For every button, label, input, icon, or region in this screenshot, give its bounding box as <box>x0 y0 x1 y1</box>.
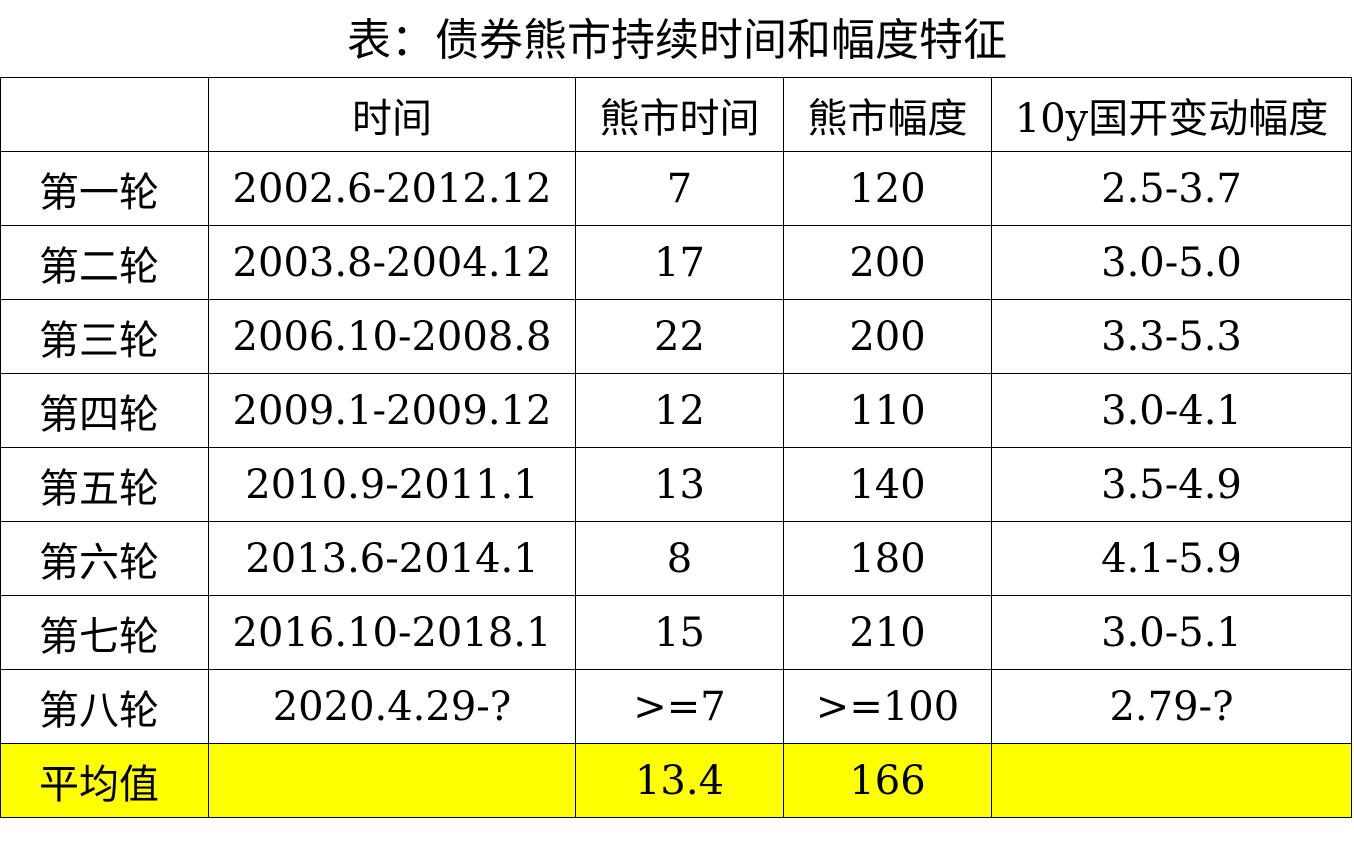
period-cell: 2009.1-2009.12 <box>208 373 576 448</box>
amplitude-cell: 200 <box>783 225 992 300</box>
range-cell: 3.0-4.1 <box>991 373 1352 448</box>
row-label: 第三轮 <box>0 299 209 374</box>
period-cell: 2013.6-2014.1 <box>208 521 576 596</box>
average-row: 平均值 13.4 166 <box>0 743 1352 818</box>
table-row: 第八轮 2020.4.29-? >=7 >=100 2.79-? <box>0 669 1352 744</box>
row-label: 第二轮 <box>0 225 209 300</box>
range-cell: 3.3-5.3 <box>991 299 1352 374</box>
range-cell: 2.79-? <box>991 669 1352 744</box>
duration-cell: 22 <box>575 299 784 374</box>
amplitude-cell: 120 <box>783 151 992 226</box>
row-label: 第一轮 <box>0 151 209 226</box>
bear-market-table: 时间 熊市时间 熊市幅度 10y国开变动幅度 第一轮 2002.6-2012.1… <box>0 77 1352 818</box>
header-cell-duration: 熊市时间 <box>575 77 784 152</box>
period-cell: 2016.10-2018.1 <box>208 595 576 670</box>
amplitude-cell: 200 <box>783 299 992 374</box>
table-row: 第三轮 2006.10-2008.8 22 200 3.3-5.3 <box>0 299 1352 374</box>
range-cell: 3.0-5.1 <box>991 595 1352 670</box>
row-label: 第六轮 <box>0 521 209 596</box>
amplitude-cell: >=100 <box>783 669 992 744</box>
amplitude-cell: 110 <box>783 373 992 448</box>
duration-cell: 13 <box>575 447 784 522</box>
period-cell: 2020.4.29-? <box>208 669 576 744</box>
table-row: 第二轮 2003.8-2004.12 17 200 3.0-5.0 <box>0 225 1352 300</box>
header-cell-corner <box>0 77 209 152</box>
table-row: 第五轮 2010.9-2011.1 13 140 3.5-4.9 <box>0 447 1352 522</box>
amplitude-cell: 180 <box>783 521 992 596</box>
average-duration-cell: 13.4 <box>575 743 784 818</box>
row-label: 第四轮 <box>0 373 209 448</box>
period-cell: 2002.6-2012.12 <box>208 151 576 226</box>
table-row: 第六轮 2013.6-2014.1 8 180 4.1-5.9 <box>0 521 1352 596</box>
range-cell: 3.5-4.9 <box>991 447 1352 522</box>
period-cell: 2003.8-2004.12 <box>208 225 576 300</box>
duration-cell: 8 <box>575 521 784 596</box>
average-amplitude-cell: 166 <box>783 743 992 818</box>
duration-cell: >=7 <box>575 669 784 744</box>
average-label: 平均值 <box>0 743 209 818</box>
duration-cell: 17 <box>575 225 784 300</box>
range-cell: 2.5-3.7 <box>991 151 1352 226</box>
amplitude-cell: 140 <box>783 447 992 522</box>
row-label: 第八轮 <box>0 669 209 744</box>
duration-cell: 12 <box>575 373 784 448</box>
row-label: 第五轮 <box>0 447 209 522</box>
range-cell: 3.0-5.0 <box>991 225 1352 300</box>
period-cell: 2010.9-2011.1 <box>208 447 576 522</box>
duration-cell: 7 <box>575 151 784 226</box>
header-cell-period: 时间 <box>208 77 576 152</box>
duration-cell: 15 <box>575 595 784 670</box>
header-row: 时间 熊市时间 熊市幅度 10y国开变动幅度 <box>0 77 1352 152</box>
header-cell-amplitude: 熊市幅度 <box>783 77 992 152</box>
table-row: 第七轮 2016.10-2018.1 15 210 3.0-5.1 <box>0 595 1352 670</box>
table-title: 表：债券熊市持续时间和幅度特征 <box>347 15 1007 66</box>
header-cell-range: 10y国开变动幅度 <box>991 77 1352 152</box>
amplitude-cell: 210 <box>783 595 992 670</box>
period-cell: 2006.10-2008.8 <box>208 299 576 374</box>
range-cell: 4.1-5.9 <box>991 521 1352 596</box>
average-range-cell <box>991 743 1352 818</box>
table-row: 第一轮 2002.6-2012.12 7 120 2.5-3.7 <box>0 151 1352 226</box>
average-period-cell <box>208 743 576 818</box>
table-row: 第四轮 2009.1-2009.12 12 110 3.0-4.1 <box>0 373 1352 448</box>
row-label: 第七轮 <box>0 595 209 670</box>
